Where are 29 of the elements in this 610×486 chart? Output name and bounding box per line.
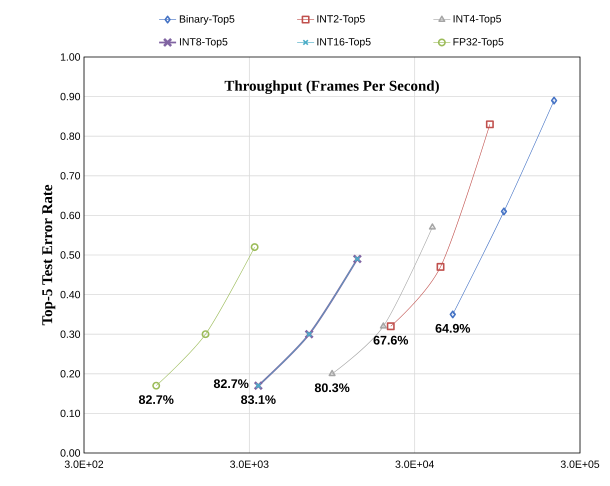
legend-label: INT2-Top5 <box>317 15 365 25</box>
x-tick-label: 3.0E+03 <box>230 460 269 468</box>
y-tick-label: 0.70 <box>60 172 80 180</box>
legend-label: FP32-Top5 <box>454 38 504 48</box>
y-tick-label: 0.60 <box>60 212 80 220</box>
legend-label: Binary-Top5 <box>180 15 234 25</box>
y-tick-label: 0.20 <box>60 370 80 378</box>
y-tick-label: 0.80 <box>60 132 80 140</box>
annotation: 80.3% <box>314 383 350 392</box>
y-tick-label: 0.00 <box>60 449 80 457</box>
y-tick-label: 0.30 <box>60 330 80 338</box>
text: Throughput (Frames Per Second) <box>224 80 439 94</box>
x-tick-label: 3.0E+05 <box>560 460 600 468</box>
annotation: 64.9% <box>436 324 470 333</box>
legend-label: INT4-Top5 <box>454 15 502 25</box>
legend-label: INT8-Top5 <box>180 38 228 48</box>
y-tick-label: 0.90 <box>60 92 80 100</box>
annotation: 67.6% <box>374 336 408 345</box>
x-tick-label: 3.0E+04 <box>395 460 434 468</box>
legend-label: INT16-Top5 <box>317 38 371 48</box>
y-axis-title: Top-5 Test Error Rate <box>42 184 56 326</box>
y-tick-label: 1.00 <box>60 53 80 61</box>
annotation: 83.1% <box>241 395 276 404</box>
y-tick-label: 0.50 <box>60 251 80 259</box>
x-tick-label: 3.0E+02 <box>64 460 104 468</box>
annotation: 82.7% <box>138 395 174 404</box>
y-tick-label: 0.40 <box>60 290 80 298</box>
annotation: 82.7% <box>214 379 248 388</box>
y-tick-label: 0.10 <box>60 410 80 418</box>
